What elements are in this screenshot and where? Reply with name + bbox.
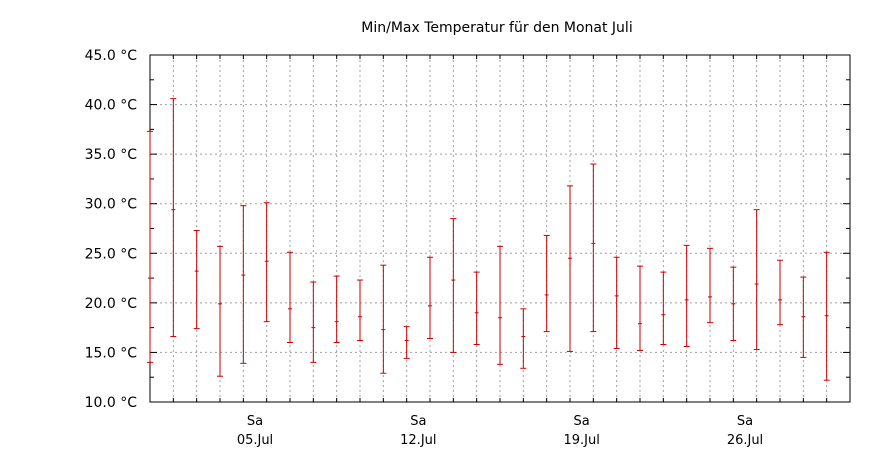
error-bar	[520, 308, 527, 369]
axis-ticks	[149, 54, 851, 403]
error-bar	[567, 185, 573, 352]
y-tick-label: 15.0 °C	[85, 345, 138, 361]
error-bar	[497, 245, 503, 365]
error-bar	[613, 256, 620, 349]
x-tick-weekday: Sa	[410, 414, 426, 429]
x-tick-date: 19.Jul	[563, 433, 599, 448]
error-bar	[357, 279, 363, 342]
error-bars	[147, 98, 830, 381]
error-bar	[170, 98, 177, 338]
error-bar	[380, 264, 387, 374]
x-tick-date: 12.Jul	[400, 433, 436, 448]
error-bar	[753, 209, 760, 350]
error-bar	[800, 276, 807, 358]
error-bar	[193, 229, 200, 330]
x-tick-weekday: Sa	[737, 414, 753, 429]
error-bar	[147, 130, 153, 363]
error-bar	[637, 265, 643, 351]
error-bar	[707, 247, 713, 324]
error-bar	[263, 202, 270, 323]
error-bar	[450, 218, 457, 353]
error-bar	[240, 205, 247, 364]
chart-title: Min/Max Temperatur für den Monat Juli	[361, 20, 632, 36]
y-tick-label: 10.0 °C	[85, 395, 138, 411]
error-bar	[217, 245, 223, 377]
error-bar	[473, 271, 480, 345]
error-bar	[333, 275, 340, 344]
y-tick-label: 25.0 °C	[85, 246, 138, 262]
error-bar	[543, 234, 550, 333]
y-tick-label: 30.0 °C	[85, 197, 138, 213]
x-axis-labels: Sa 05.Jul Sa 12.Jul Sa 19.Jul Sa 26.Jul	[237, 414, 763, 448]
x-tick-weekday: Sa	[574, 414, 590, 429]
error-bar	[590, 163, 597, 333]
error-bar	[730, 266, 737, 342]
error-bar	[777, 259, 783, 326]
x-tick-date: 05.Jul	[237, 433, 273, 448]
y-tick-label: 20.0 °C	[85, 296, 138, 312]
error-bar	[427, 256, 433, 340]
error-bar	[403, 326, 410, 359]
y-tick-label: 40.0 °C	[85, 98, 138, 114]
error-bar	[287, 251, 293, 344]
y-tick-label: 45.0 °C	[85, 48, 138, 64]
y-axis-labels: 10.0 °C 15.0 °C 20.0 °C 25.0 °C 30.0 °C 35.0 …	[85, 48, 138, 411]
x-tick-weekday: Sa	[247, 414, 263, 429]
x-tick-date: 26.Jul	[727, 433, 763, 448]
error-bar	[310, 281, 317, 363]
error-bar	[660, 271, 667, 345]
error-bar	[823, 251, 830, 381]
error-bar	[683, 244, 690, 347]
y-tick-label: 35.0 °C	[85, 147, 138, 163]
